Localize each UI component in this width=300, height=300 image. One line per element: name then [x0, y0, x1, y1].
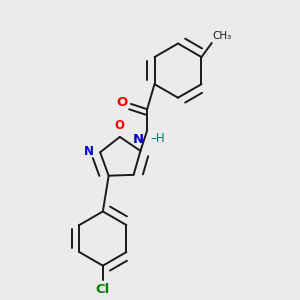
Text: N: N	[133, 133, 144, 146]
Text: –H: –H	[151, 132, 165, 145]
Text: O: O	[115, 118, 125, 132]
Text: CH₃: CH₃	[213, 31, 232, 40]
Text: O: O	[117, 96, 128, 109]
Text: Cl: Cl	[96, 283, 110, 296]
Text: N: N	[84, 145, 94, 158]
